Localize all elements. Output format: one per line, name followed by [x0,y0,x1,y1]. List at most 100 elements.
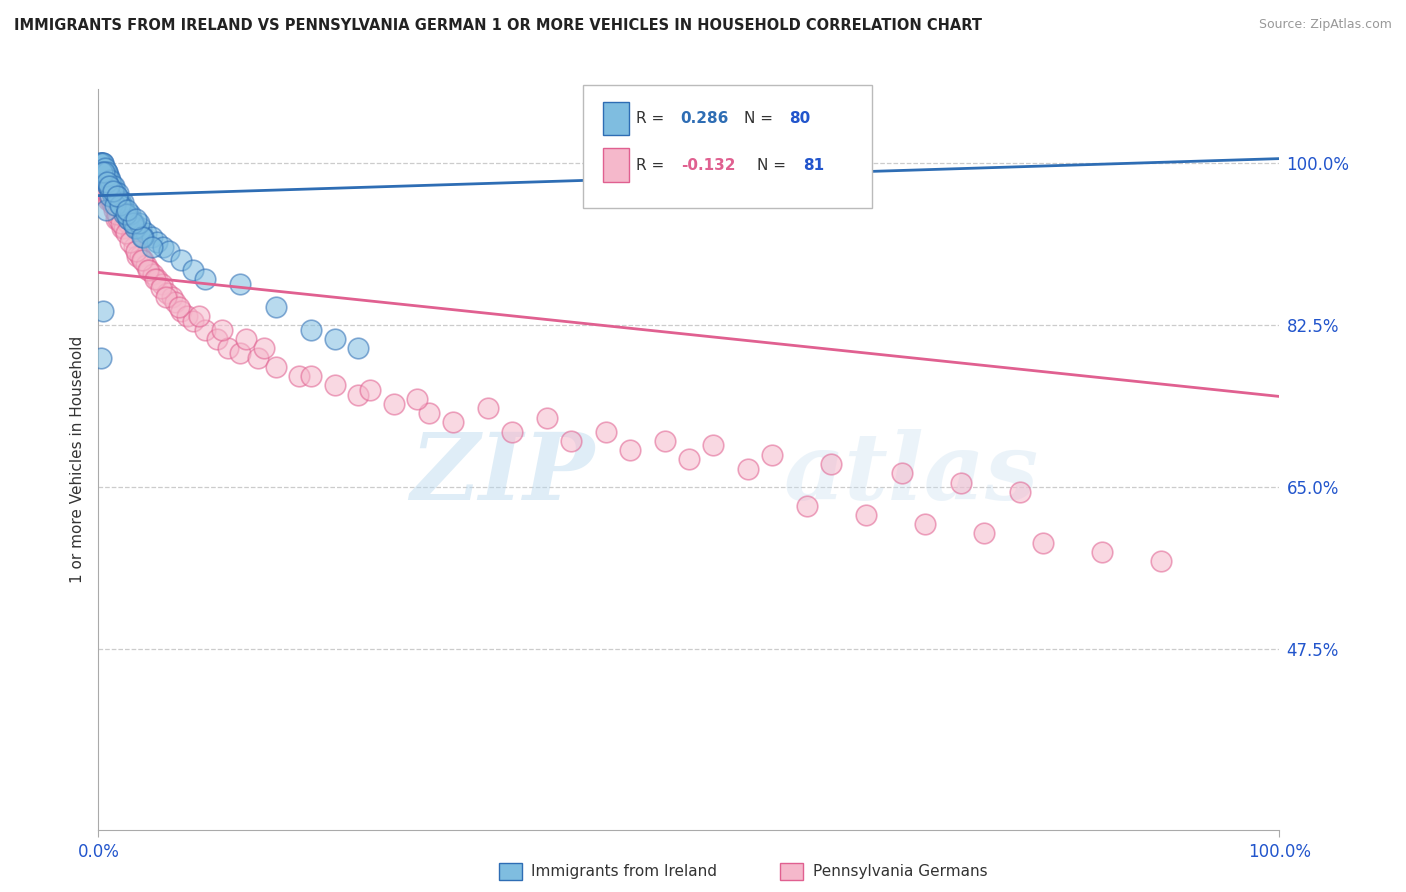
Point [93,165,115,179]
Text: R =: R = [636,112,669,127]
Point [128,249,150,263]
Point [737,461,759,475]
Point [135,226,157,240]
Point [678,452,700,467]
Point [143,272,166,286]
Point [157,244,180,259]
Point [124,221,146,235]
Point [96,175,118,189]
Bar [603,102,628,135]
Point [211,323,233,337]
Point [94,202,117,217]
Point [264,300,287,314]
Point [246,351,269,365]
Point [93,165,115,179]
Text: atlas: atlas [783,429,1039,519]
Point [441,416,464,430]
Point [167,300,190,314]
Point [91,156,114,170]
Point [118,211,141,226]
Point [100,179,122,194]
Point [98,194,121,208]
Point [112,195,135,210]
Point [128,216,150,230]
Point [125,211,148,226]
Point [101,179,124,194]
Point [96,165,118,179]
Point [96,165,118,179]
Point [98,170,121,185]
Point [347,387,370,401]
Point [103,188,125,202]
Point [702,438,724,452]
Text: IMMIGRANTS FROM IRELAND VS PENNSYLVANIA GERMAN 1 OR MORE VEHICLES IN HOUSEHOLD C: IMMIGRANTS FROM IRELAND VS PENNSYLVANIA … [14,18,981,33]
Point [129,221,152,235]
Point [98,188,121,202]
Point [90,351,112,365]
Point [595,425,617,439]
Point [418,406,440,420]
Point [101,198,124,212]
Point [103,184,125,198]
Point [973,526,995,541]
Text: R =: R = [636,158,669,173]
Point [654,434,676,448]
Point [91,175,114,189]
Point [141,230,163,244]
Bar [603,148,628,182]
Point [97,179,120,194]
Point [112,207,135,221]
Point [138,262,160,277]
Point [98,179,121,194]
Point [97,170,120,185]
Point [160,290,183,304]
Point [114,207,136,221]
Point [176,309,198,323]
Point [108,194,131,208]
Point [94,161,117,175]
Point [132,230,155,244]
Point [914,517,936,532]
Point [1091,545,1114,559]
Y-axis label: 1 or more Vehicles in Household: 1 or more Vehicles in Household [69,335,84,583]
Text: N =: N = [758,158,792,173]
Point [150,281,173,295]
Text: -0.132: -0.132 [681,158,735,173]
Point [125,244,148,259]
Point [142,268,165,282]
Point [98,188,121,202]
Point [536,410,558,425]
Point [205,332,228,346]
Point [299,323,322,337]
Text: N =: N = [744,112,779,127]
Point [108,198,131,212]
Point [90,156,112,170]
Point [156,285,179,300]
Point [146,272,169,286]
Point [117,211,139,226]
Point [105,207,128,221]
Point [141,239,163,253]
Point [107,186,129,200]
Point [194,323,217,337]
Point [111,221,134,235]
Point [105,188,128,202]
Point [235,332,257,346]
Point [127,249,149,263]
Point [98,173,121,187]
Point [97,194,120,208]
Point [229,277,252,291]
Point [112,202,135,217]
Point [115,207,138,221]
Text: Immigrants from Ireland: Immigrants from Ireland [531,864,717,879]
Point [155,290,177,304]
Point [217,342,239,356]
Point [105,188,128,202]
Point [560,434,582,448]
Text: 80: 80 [789,112,811,127]
Point [110,198,132,212]
Point [152,239,174,253]
Point [299,369,322,384]
Point [146,235,169,249]
Point [406,392,429,407]
